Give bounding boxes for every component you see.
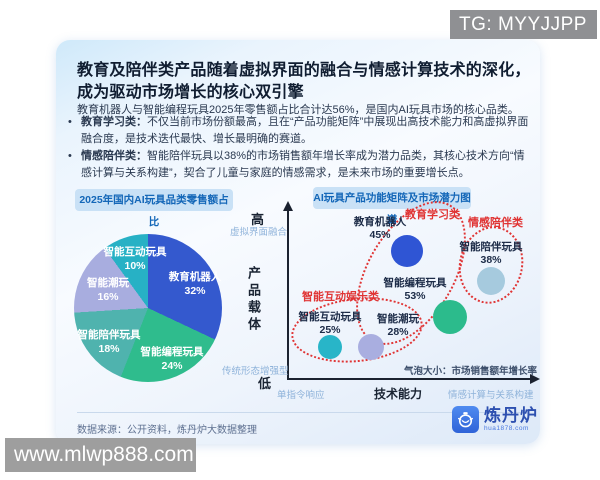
data-source-note: 数据来源：公开资料，炼丹炉大数据整理	[77, 425, 257, 436]
x-axis-arrow-icon	[530, 374, 540, 384]
pie-graphic	[74, 234, 222, 382]
pie-slice-label: 智能潮玩 16%	[87, 277, 129, 303]
pie-slice-label: 教育机器人 32%	[168, 271, 222, 297]
y-axis-arrow-icon	[283, 201, 293, 211]
page-title-line1: 教育及陪伴类产品随着虚拟界面的融合与情感计算技术的深化，	[77, 62, 531, 79]
bubble-label: 智能潮玩 28%	[377, 313, 419, 338]
y-axis-low-label: 低	[258, 376, 272, 391]
group-label-interactive: 智能互动娱乐类	[302, 291, 379, 303]
telegram-watermark: TG: MYYJJPP	[450, 10, 597, 39]
pie-chart: 教育机器人 32% 智能编程玩具 24% 智能陪伴玩具 18% 智能潮玩 16%…	[74, 234, 222, 382]
pie-chart-title-badge: 2025年国内AI玩具品类零售额占比	[75, 189, 233, 228]
bubble-companion-toy	[477, 267, 505, 295]
bullet-label: 情感陪伴类：	[81, 150, 147, 162]
bullet-item-companion: 情感陪伴类：智能陪伴玩具以38%的市场销售额年增长率成为潜力品类，其核心技术方向…	[68, 148, 530, 181]
bubble-label: 智能互动玩具 25%	[298, 311, 362, 336]
footer-divider	[77, 412, 523, 413]
matrix-chart-title-badge: AI玩具产品功能矩阵及市场潜力图谱	[313, 187, 471, 226]
subtitle: 教育机器人与智能编程玩具2025年零售额占比合计达56%，是国内AI玩具市场的核…	[77, 104, 519, 116]
pie-slice-label: 智能陪伴玩具 18%	[77, 329, 141, 355]
y-axis-line	[287, 210, 289, 378]
pie-slice-label: 智能互动玩具 10%	[103, 246, 167, 272]
bubble-trendy-toy	[358, 334, 384, 360]
bubble-education-robot	[391, 235, 423, 267]
bubble-interactive-toy	[318, 335, 342, 359]
bubble-label: 智能编程玩具 53%	[383, 277, 447, 302]
bullet-text: 不仅当前市场份额最高，且在“产品功能矩阵”中展现出高技术能力和高虚拟界面融合度，…	[81, 116, 529, 145]
liandanlu-logo-icon	[452, 406, 479, 433]
y-axis-low-note: 传统形态增强型	[222, 366, 289, 377]
pie-slice-label: 智能编程玩具 24%	[140, 346, 204, 372]
matrix-chart: AI玩具产品功能矩阵及市场潜力图谱 高 虚拟界面融合 产品载体 传统形态增强型 …	[218, 182, 540, 401]
bullet-label: 教育学习类：	[81, 116, 147, 128]
y-axis-high-label: 高	[251, 212, 265, 227]
x-axis-line	[287, 378, 532, 380]
group-label-education: 教育学习类	[405, 209, 460, 221]
bubble-size-note: 气泡大小：市场销售额年增长率	[404, 366, 538, 377]
y-axis-high-note: 虚拟界面融合	[230, 227, 288, 238]
bubble-coding-toy	[433, 300, 467, 334]
liandanlu-logo: 炼丹炉 hua1878.com	[452, 406, 538, 433]
x-axis-high-note: 情感计算与关系构建	[448, 390, 534, 401]
logo-text: 炼丹炉	[484, 406, 538, 425]
site-watermark: www.mlwp888.com	[5, 438, 196, 472]
bubble-label: 智能陪伴玩具 38%	[459, 241, 523, 266]
x-axis-low-note: 单指令响应	[277, 390, 325, 401]
logo-url: hua1878.com	[484, 425, 529, 432]
x-axis-title: 技术能力	[374, 387, 423, 401]
bullet-list: 教育学习类：不仅当前市场份额最高，且在“产品功能矩阵”中展现出高技术能力和高虚拟…	[68, 114, 530, 182]
y-axis-title: 产品载体	[246, 266, 261, 334]
group-label-companion: 情感陪伴类	[468, 217, 523, 229]
bullet-text: 智能陪伴玩具以38%的市场销售额年增长率成为潜力品类，其核心技术方向“情感计算与…	[81, 150, 525, 179]
bullet-item-education: 教育学习类：不仅当前市场份额最高，且在“产品功能矩阵”中展现出高技术能力和高虚拟…	[68, 114, 530, 147]
bubble-label: 教育机器人 45%	[353, 216, 407, 241]
page-title-line2: 成为驱动市场增长的核心双引擎	[77, 84, 304, 101]
